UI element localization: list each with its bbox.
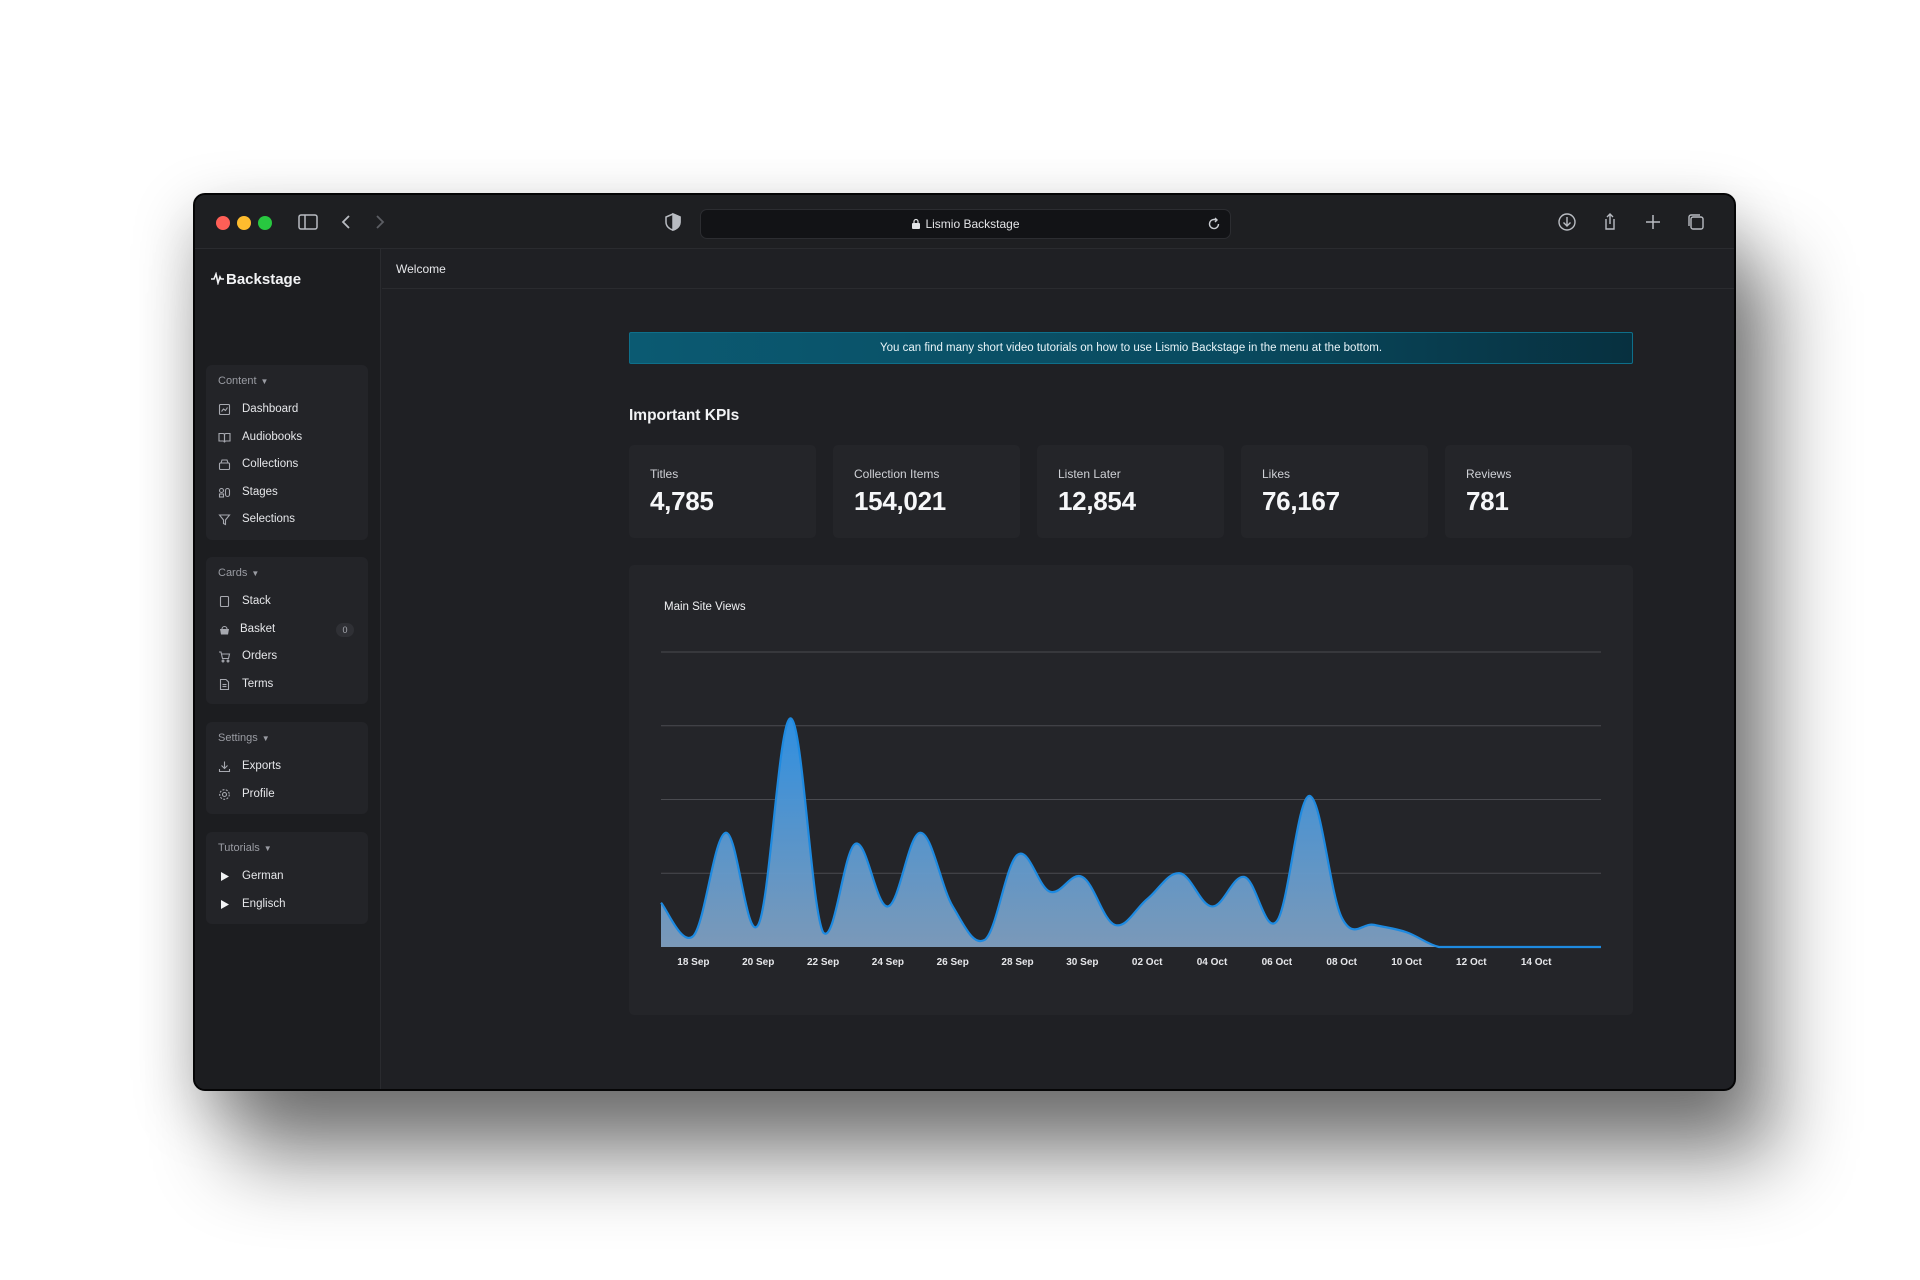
group-header-cards[interactable]: Cards ▼: [218, 567, 260, 579]
sidebar-item-basket[interactable]: Basket 0: [206, 616, 368, 644]
waveform-icon: [211, 271, 224, 286]
sidebar-item-selections[interactable]: Selections: [206, 506, 368, 534]
stages-icon: [218, 486, 231, 499]
nav-group-cards: Cards ▼ Stack Basket 0 Orders Terms: [206, 557, 368, 704]
minimize-window-button[interactable]: [237, 216, 251, 230]
kpi-label: Likes: [1262, 467, 1291, 481]
nav-group-content: Content ▼ Dashboard Audiobooks Collection…: [206, 365, 368, 540]
group-header-tutorials[interactable]: Tutorials ▼: [218, 842, 272, 854]
sidebar-item-englisch[interactable]: Englisch: [206, 891, 368, 919]
collection-icon: [218, 458, 231, 471]
sidebar-item-orders[interactable]: Orders: [206, 643, 368, 671]
lock-icon: [912, 218, 921, 229]
brand-logo[interactable]: Backstage: [211, 271, 301, 288]
kpi-value: 781: [1466, 486, 1509, 516]
nav-group-tutorials: Tutorials ▼ German Englisch: [206, 832, 368, 924]
cart-icon: [218, 650, 231, 663]
x-tick-label: 14 Oct: [1521, 957, 1552, 968]
back-arrow-icon[interactable]: [335, 211, 357, 233]
filter-icon: [218, 513, 231, 526]
nav-group-settings: Settings ▼ Exports Profile: [206, 722, 368, 814]
x-tick-label: 28 Sep: [1001, 957, 1033, 968]
kpi-value: 154,021: [854, 486, 946, 516]
main-site-views-chart-card: Main Site Views 18 Sep 20 Sep 22 Sep 24 Sep…: [629, 565, 1633, 1015]
browser-window: Lismio Backstage Backstage Content ▼ Dash…: [193, 193, 1736, 1091]
x-tick-label: 18 Sep: [677, 957, 709, 968]
x-tick-label: 08 Oct: [1326, 957, 1357, 968]
kpi-label: Listen Later: [1058, 467, 1121, 481]
document-icon: [218, 678, 231, 691]
sidebar: Backstage Content ▼ Dashboard Audiobooks …: [195, 249, 381, 1089]
play-icon: [218, 898, 231, 911]
page-header: Welcome: [382, 249, 1734, 289]
views-line: [660, 717, 1601, 949]
x-tick-label: 20 Sep: [742, 957, 774, 968]
sidebar-item-dashboard[interactable]: Dashboard: [206, 396, 368, 424]
x-tick-label: 24 Sep: [872, 957, 904, 968]
x-tick-label: 04 Oct: [1197, 957, 1228, 968]
sidebar-item-exports[interactable]: Exports: [206, 753, 368, 781]
sidebar-item-stack[interactable]: Stack: [206, 588, 368, 616]
basket-icon: [218, 623, 231, 636]
kpi-value: 4,785: [650, 486, 714, 516]
kpi-label: Collection Items: [854, 467, 940, 481]
x-tick-label: 12 Oct: [1456, 957, 1487, 968]
sidebar-item-profile[interactable]: Profile: [206, 781, 368, 809]
kpi-card-likes: Likes 76,167: [1241, 445, 1428, 538]
breadcrumb[interactable]: Welcome: [396, 262, 446, 276]
area-chart: 18 Sep 20 Sep 22 Sep 24 Sep 26 Sep 28 Sep 30 S…: [660, 651, 1601, 968]
tab-overview-icon[interactable]: [1685, 211, 1707, 233]
basket-count-badge: 0: [336, 622, 354, 637]
sidebar-toggle-icon[interactable]: [297, 211, 319, 233]
url-title: Lismio Backstage: [925, 217, 1020, 231]
sidebar-item-stages[interactable]: Stages: [206, 479, 368, 507]
card-icon: [218, 595, 231, 608]
x-tick-label: 10 Oct: [1391, 957, 1422, 968]
kpi-value: 12,854: [1058, 486, 1136, 516]
sidebar-item-audiobooks[interactable]: Audiobooks: [206, 424, 368, 452]
group-header-content[interactable]: Content ▼: [218, 375, 269, 387]
new-tab-icon[interactable]: [1642, 211, 1664, 233]
x-tick-label: 22 Sep: [807, 957, 839, 968]
close-window-button[interactable]: [216, 216, 230, 230]
dashboard-icon: [218, 403, 231, 416]
kpi-card-titles: Titles 4,785: [629, 445, 816, 538]
download-icon: [218, 760, 231, 773]
group-header-settings[interactable]: Settings ▼: [218, 732, 270, 744]
kpi-label: Titles: [650, 467, 679, 481]
kpi-card-listen-later: Listen Later 12,854: [1037, 445, 1224, 538]
zoom-window-button[interactable]: [258, 216, 272, 230]
views-area: [661, 718, 1601, 947]
browser-toolbar: Lismio Backstage: [195, 195, 1734, 249]
x-tick-label: 06 Oct: [1262, 957, 1293, 968]
sidebar-item-german[interactable]: German: [206, 863, 368, 891]
kpi-card-reviews: Reviews 781: [1445, 445, 1632, 538]
sidebar-item-terms[interactable]: Terms: [206, 671, 368, 699]
kpi-value: 76,167: [1262, 486, 1340, 516]
chart-title: Main Site Views: [664, 601, 746, 613]
tutorial-info-banner: You can find many short video tutorials …: [629, 332, 1633, 364]
kpi-card-collection-items: Collection Items 154,021: [833, 445, 1020, 538]
kpi-label: Reviews: [1466, 467, 1512, 481]
x-tick-label: 02 Oct: [1132, 957, 1163, 968]
download-icon[interactable]: [1556, 211, 1578, 233]
x-tick-label: 30 Sep: [1066, 957, 1098, 968]
reload-icon[interactable]: [1206, 216, 1222, 232]
kpi-section-title: Important KPIs: [629, 407, 740, 424]
gear-icon: [218, 788, 231, 801]
privacy-shield-icon[interactable]: [662, 211, 684, 233]
address-bar[interactable]: Lismio Backstage: [700, 209, 1231, 239]
sidebar-item-collections[interactable]: Collections: [206, 451, 368, 479]
play-icon: [218, 870, 231, 883]
x-tick-label: 26 Sep: [937, 957, 969, 968]
share-icon[interactable]: [1599, 211, 1621, 233]
book-icon: [218, 431, 231, 444]
forward-arrow-icon[interactable]: [369, 211, 391, 233]
